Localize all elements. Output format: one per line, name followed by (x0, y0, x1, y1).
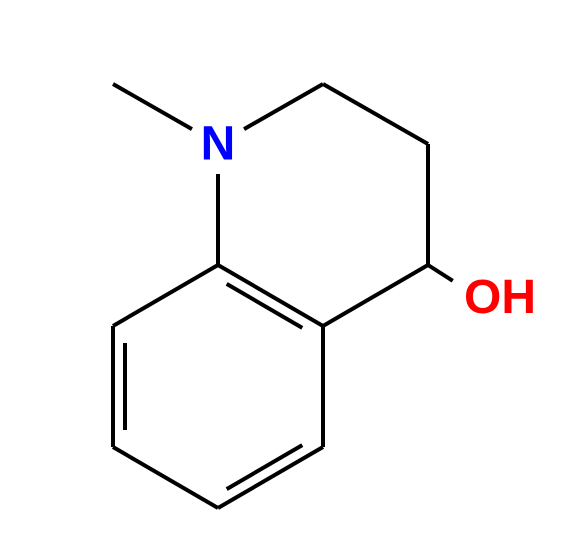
bond (323, 265, 428, 326)
molecule-diagram: N OH (0, 0, 567, 548)
atom-label-o: OH (464, 271, 536, 324)
bond (218, 265, 323, 326)
bond (113, 265, 218, 326)
bond (113, 84, 192, 129)
bond (113, 447, 218, 508)
bond (244, 84, 323, 129)
bond (323, 84, 428, 144)
bond (428, 265, 453, 281)
atom-label-n: N (201, 118, 236, 171)
bond (218, 447, 323, 508)
